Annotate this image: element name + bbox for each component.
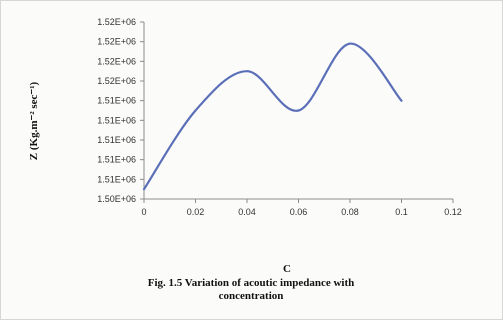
- x-tick-label: 0.02: [187, 207, 205, 217]
- y-tick-label: 1.51E+06: [97, 115, 136, 125]
- figure-caption-line-2: concentration: [218, 290, 284, 302]
- figure-caption: Fig. 1.5 Variation of acoutic impedance …: [61, 277, 441, 303]
- series-layer: [142, 42, 403, 191]
- y-tick-label: 1.52E+06: [97, 76, 136, 86]
- y-tick-label: 1.51E+06: [97, 155, 136, 165]
- x-axis-ticks: 0 0.02 0.04 0.06 0.08 0.1 0.12: [141, 199, 462, 217]
- y-tick-label: 1.51E+06: [97, 174, 136, 184]
- x-tick-label: 0.12: [444, 207, 462, 217]
- x-tick-label: 0: [141, 207, 146, 217]
- x-tick-label: 0.04: [238, 207, 256, 217]
- y-axis-ticks: 1.50E+06 1.51E+06 1.51E+06 1.51E+06 1.51E+06…: [97, 17, 144, 204]
- x-tick-label: 0.08: [341, 207, 359, 217]
- y-tick-label: 1.52E+06: [97, 37, 136, 47]
- figure-caption-line-1: Fig. 1.5 Variation of acoutic impedance …: [147, 277, 355, 289]
- x-axis-label: C: [283, 263, 291, 275]
- y-tick-label: 1.52E+06: [97, 17, 136, 27]
- x-tick-label: 0.06: [290, 207, 308, 217]
- series-line: [142, 42, 403, 191]
- y-tick-label: 1.51E+06: [97, 96, 136, 106]
- x-tick-label: 0.1: [395, 207, 408, 217]
- y-tick-label: 1.50E+06: [97, 194, 136, 204]
- y-tick-label: 1.52E+06: [97, 56, 136, 66]
- y-tick-label: 1.51E+06: [97, 135, 136, 145]
- y-axis-label: Z (Kg.m⁻² sec⁻¹): [28, 81, 40, 160]
